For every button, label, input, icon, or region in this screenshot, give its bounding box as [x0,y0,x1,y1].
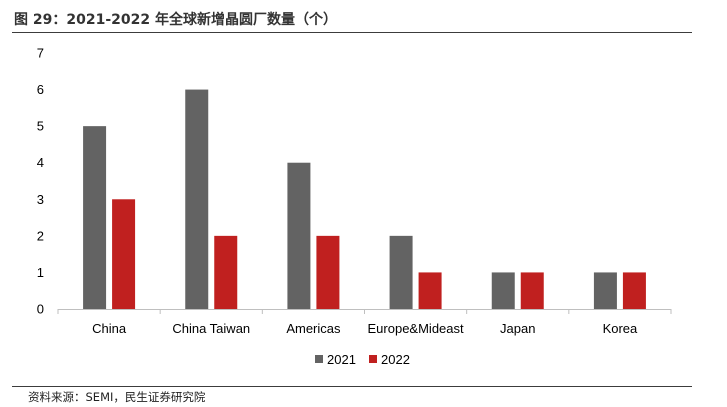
x-category-label: China [92,321,127,336]
y-tick-label: 5 [37,119,44,134]
x-category-label: Korea [603,321,638,336]
x-category-label: Japan [500,321,535,336]
y-tick-label: 1 [37,265,44,280]
y-tick-label: 6 [37,82,44,97]
bar-2021-europe-mideast [389,235,413,309]
y-tick-label: 7 [37,46,44,61]
x-axis-labels: China China Taiwan Americas Europe&Mideast J… [92,321,638,336]
y-tick-label: 4 [37,155,44,170]
top-rule [12,32,692,33]
bars [83,89,646,310]
x-category-label: Americas [286,321,341,336]
bar-chart: 0 1 2 3 4 5 6 7 China China Taiwan Americas Europe… [37,46,672,367]
bar-2021-china-taiwan [185,89,209,309]
figure-title: 图 29：2021-2022 年全球新增晶圆厂数量（个） [14,12,337,28]
bar-2022-korea [622,272,646,309]
bar-2022-china-taiwan [214,235,238,309]
legend-swatch-2021 [315,355,323,363]
bar-2021-japan [491,272,515,309]
legend-label-2021: 2021 [327,352,356,367]
bottom-rule [12,386,692,387]
bar-2022-americas [316,235,340,309]
source-note: 资料来源：SEMI，民生证券研究院 [28,390,206,404]
bar-2022-japan [520,272,544,309]
x-category-label: China Taiwan [172,321,250,336]
legend: 2021 2022 [315,352,410,367]
bar-2021-china [83,126,107,310]
y-tick-label: 2 [37,228,44,243]
bar-2022-china [112,199,136,309]
y-tick-label: 3 [37,192,44,207]
legend-label-2022: 2022 [381,352,410,367]
bar-2021-korea [593,272,617,309]
legend-swatch-2022 [369,355,377,363]
bar-2021-americas [287,162,311,309]
y-axis-ticks: 0 1 2 3 4 5 6 7 [37,46,44,317]
bar-2022-europe-mideast [418,272,442,309]
y-tick-label: 0 [37,302,44,317]
x-axis-ticks [57,309,672,314]
x-category-label: Europe&Mideast [368,321,464,336]
